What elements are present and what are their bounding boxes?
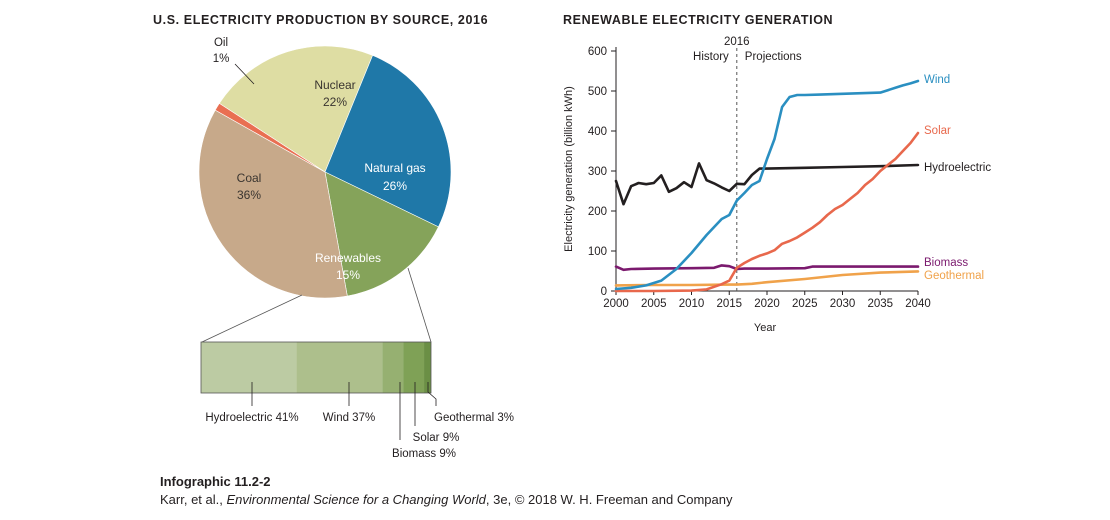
x-tick-label: 2015 (716, 298, 742, 310)
series-line-hydroelectric (614, 162, 920, 206)
pie-value-natural-gas: 26% (383, 179, 407, 193)
series-line-biomass (614, 264, 920, 272)
breakdown-bar-outline (200, 341, 432, 394)
pie-label-nuclear: Nuclear (314, 78, 355, 92)
pie-slice-natural-gas (324, 54, 452, 228)
series-label-geothermal: Geothermal (924, 270, 984, 282)
breakdown-segment-solar (403, 342, 425, 393)
breakdown-connector-left (201, 294, 303, 343)
pie-chart-title: U.S. ELECTRICITY PRODUCTION BY SOURCE, 2… (153, 13, 488, 27)
series-line-geothermal (614, 270, 920, 287)
series-line-solar (614, 131, 920, 293)
breakdown-segment-biomass (382, 342, 404, 393)
x-tick-label: 2030 (830, 298, 856, 310)
breakdown-connector-right (407, 267, 432, 343)
y-tick-label: 200 (588, 206, 607, 218)
caption-publisher: , 3e, © 2018 W. H. Freeman and Company (485, 492, 733, 507)
series-label-solar: Solar (924, 125, 951, 137)
figure-caption: Infographic 11.2-2 Karr, et al., Environ… (160, 473, 733, 509)
pie-value-nuclear: 22% (323, 95, 347, 109)
line-chart-title: RENEWABLE ELECTRICITY GENERATION (563, 13, 833, 27)
pie-chart: Nuclear 22% Natural gas 26% Renewables 1… (198, 37, 452, 299)
y-tick-label: 100 (588, 246, 607, 258)
y-tick-label: 500 (588, 86, 607, 98)
pie-slice-renewables (324, 171, 439, 297)
x-tick-label: 2040 (905, 298, 931, 310)
pie-slice-coal (198, 109, 348, 299)
breakdown-segment-geothermal (424, 342, 431, 393)
breakdown-label-wind: Wind 37% (323, 412, 375, 424)
caption-book: Environmental Science for a Changing Wor… (226, 492, 486, 507)
x-tick-label: 2020 (754, 298, 780, 310)
pie-slice-oil (214, 102, 326, 173)
y-tick-label: 300 (588, 166, 607, 178)
pie-label-renewables: Renewables (315, 251, 381, 265)
projections-label: Projections (745, 51, 802, 63)
pie-value-oil: 1% (213, 53, 230, 65)
breakdown-labels: Hydroelectric 41% Wind 37% Biomass 9% So… (205, 382, 514, 460)
breakdown-segment-hydroelectric (201, 342, 297, 393)
series-label-wind: Wind (924, 74, 950, 86)
series-line-wind (614, 79, 920, 291)
caption-authors: Karr, et al., (160, 492, 227, 507)
divider-year-label: 2016 (724, 36, 750, 48)
x-tick-label: 2010 (679, 298, 705, 310)
oil-leader-line (234, 63, 255, 85)
y-tick-label: 400 (588, 126, 607, 138)
y-tick-label: 600 (588, 46, 607, 58)
breakdown-label-geothermal: Geothermal 3% (434, 412, 514, 424)
line-chart: 0 100 200 300 400 500 600 2000 2005 2010 2015 2020 2… (563, 36, 991, 334)
series-label-biomass: Biomass (924, 257, 968, 269)
y-tick-label: 0 (601, 286, 607, 298)
renewables-breakdown-bar (201, 342, 431, 393)
y-axis-title: Electricity generation (billion kWh) (563, 86, 575, 252)
x-tick-label: 2005 (641, 298, 667, 310)
x-tick-label: 2025 (792, 298, 818, 310)
series-label-hydroelectric: Hydroelectric (924, 162, 991, 174)
x-axis-title: Year (754, 322, 777, 334)
x-tick-label: 2000 (603, 298, 629, 310)
breakdown-segment-wind (296, 342, 383, 393)
caption-source: Karr, et al., Environmental Science for … (160, 491, 733, 509)
pie-label-coal: Coal (237, 171, 262, 185)
pie-value-coal: 36% (237, 188, 261, 202)
history-label: History (693, 51, 729, 63)
breakdown-label-hydroelectric: Hydroelectric 41% (205, 412, 298, 424)
pie-value-renewables: 15% (336, 268, 360, 282)
x-tick-label: 2035 (867, 298, 893, 310)
pie-label-natural-gas: Natural gas (364, 161, 425, 175)
pie-label-oil: Oil (214, 37, 228, 49)
caption-title: Infographic 11.2-2 (160, 474, 271, 489)
breakdown-label-biomass: Biomass 9% (392, 448, 456, 460)
breakdown-label-solar: Solar 9% (413, 432, 460, 444)
pie-slice-nuclear (218, 45, 374, 173)
